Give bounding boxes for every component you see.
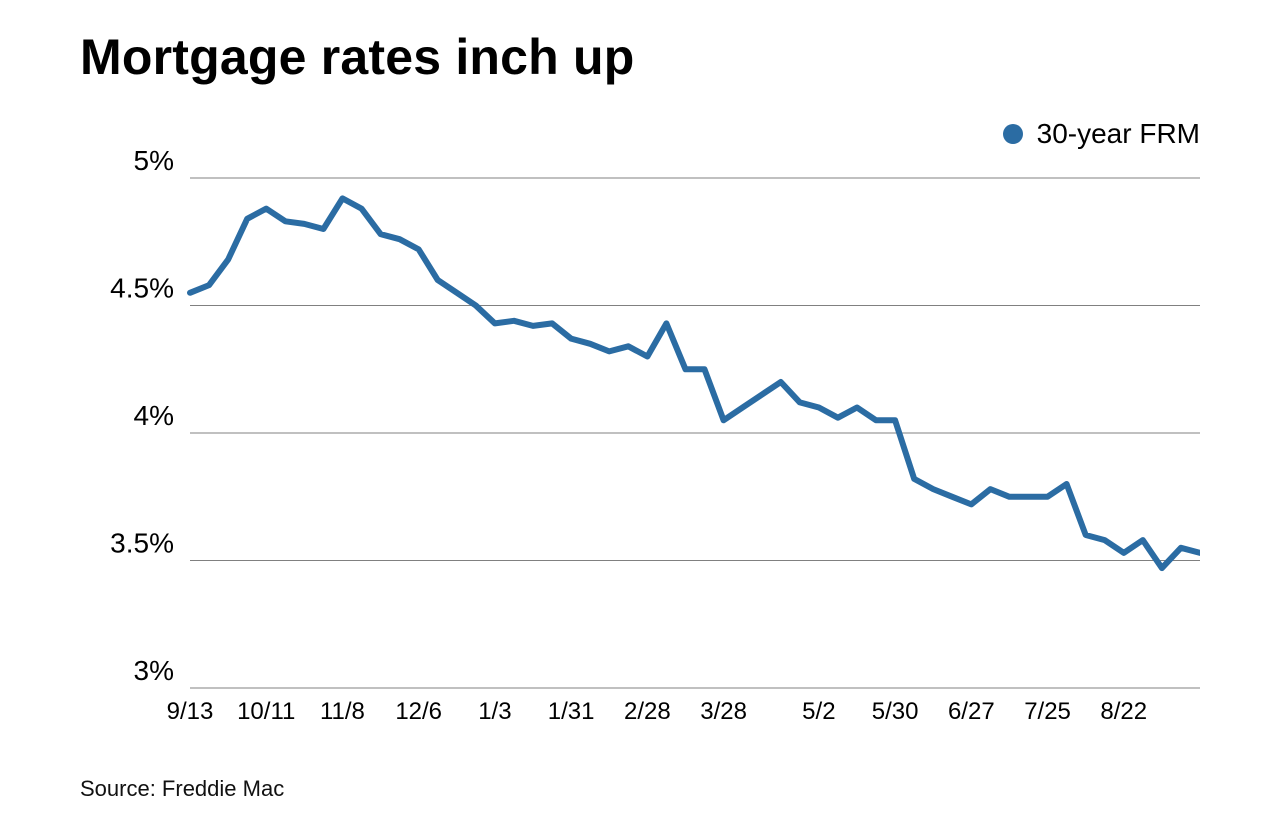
y-axis-label: 5% xyxy=(134,150,174,176)
x-axis-label: 5/2 xyxy=(802,698,835,720)
legend-label: 30-year FRM xyxy=(1037,118,1200,150)
x-axis-label: 9/13 xyxy=(167,698,214,720)
y-axis-label: 3% xyxy=(134,655,174,686)
x-axis-label: 10/11 xyxy=(237,698,295,720)
x-axis-label: 5/30 xyxy=(872,698,919,720)
x-axis-label: 6/27 xyxy=(948,698,995,720)
x-axis-label: 2/28 xyxy=(624,698,671,720)
y-axis-label: 4% xyxy=(134,400,174,431)
x-axis-label: 1/3 xyxy=(478,698,511,720)
source-label: Source: Freddie Mac xyxy=(80,776,284,802)
x-axis-label: 7/25 xyxy=(1024,698,1071,720)
x-axis-label: 3/28 xyxy=(700,698,747,720)
y-axis-label: 3.5% xyxy=(110,528,174,559)
x-axis-label: 12/6 xyxy=(395,698,442,720)
chart-container: Mortgage rates inch up 30-year FRM 3% 3.5… xyxy=(0,0,1280,834)
y-axis-label: 4.5% xyxy=(110,273,174,304)
legend: 30-year FRM xyxy=(1003,118,1200,150)
legend-marker xyxy=(1003,124,1023,144)
series-line-30yr-frm xyxy=(190,198,1200,568)
x-axis-label: 1/31 xyxy=(548,698,595,720)
x-axis-label: 8/22 xyxy=(1100,698,1147,720)
plot-area: 3% 3.5% 4% 4.5% 5% 9/13 10/11 11/8 12/6 1/3 1/31 2/… xyxy=(80,150,1200,720)
x-axis-label: 11/8 xyxy=(320,698,365,720)
line-chart-svg: 3% 3.5% 4% 4.5% 5% 9/13 10/11 11/8 12/6 1/3 1/31 2/… xyxy=(80,150,1200,720)
chart-title: Mortgage rates inch up xyxy=(80,28,634,86)
